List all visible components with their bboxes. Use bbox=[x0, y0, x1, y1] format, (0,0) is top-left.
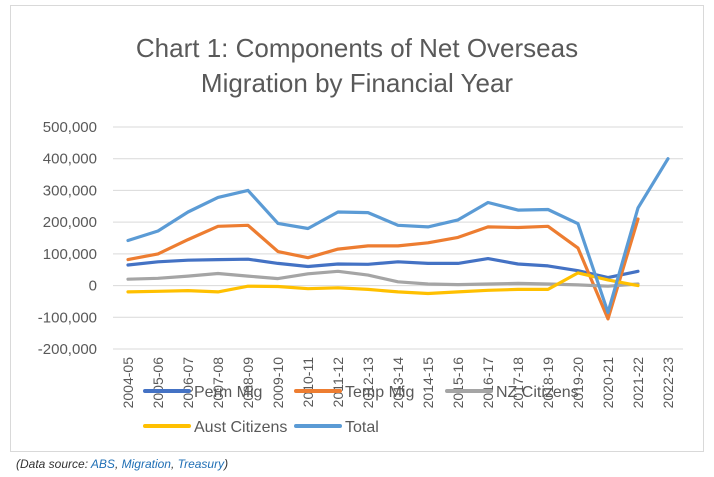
x-tick-label: 2004-05 bbox=[120, 357, 136, 409]
legend-label: Total bbox=[345, 419, 379, 436]
x-tick-label: 2018-19 bbox=[540, 357, 556, 409]
legend-label: NZ Citizens bbox=[496, 384, 579, 401]
chart-title-line: Migration by Financial Year bbox=[201, 68, 514, 98]
y-tick-label: 0 bbox=[89, 278, 97, 295]
legend-label: Perm Mig bbox=[194, 384, 262, 401]
y-tick-label: 200,000 bbox=[43, 214, 97, 231]
x-tick-label: 2019-20 bbox=[570, 357, 586, 409]
legend-label: Aust Citizens bbox=[194, 419, 287, 436]
x-tick-label: 2009-10 bbox=[270, 357, 286, 409]
x-tick-label: 2007-08 bbox=[210, 357, 226, 409]
series-line-temp-mig bbox=[126, 217, 640, 321]
x-tick-label: 2014-15 bbox=[420, 357, 436, 409]
x-tick-label: 2020-21 bbox=[600, 357, 616, 409]
x-tick-label: 2012-13 bbox=[360, 357, 376, 409]
x-tick-label: 2008-09 bbox=[240, 357, 256, 409]
legend-label: Temp Mig bbox=[345, 384, 414, 401]
source-note: (Data source: ABS, Migration, Treasury) bbox=[16, 457, 228, 471]
x-tick-label: 2006-07 bbox=[180, 357, 196, 409]
source-link-migration[interactable]: Migration bbox=[121, 457, 171, 471]
source-suffix: ) bbox=[224, 457, 229, 471]
x-tick-label: 2005-06 bbox=[150, 357, 166, 409]
y-tick-label: 400,000 bbox=[43, 151, 97, 168]
y-tick-label: -200,000 bbox=[38, 341, 97, 358]
x-tick-label: 2017-18 bbox=[510, 357, 526, 409]
source-separator: , bbox=[170, 457, 178, 471]
x-tick-label: 2021-22 bbox=[630, 357, 646, 409]
y-tick-label: -100,000 bbox=[38, 309, 97, 326]
x-tick-label: 2010-11 bbox=[300, 357, 316, 408]
series-line-total bbox=[126, 157, 670, 315]
series-line-nz-citizens bbox=[126, 269, 640, 288]
source-prefix: (Data source: bbox=[16, 457, 91, 471]
chart-title-line: Chart 1: Components of Net Overseas bbox=[136, 33, 578, 63]
x-tick-label: 2016-17 bbox=[480, 357, 496, 409]
y-tick-label: 300,000 bbox=[43, 182, 97, 199]
x-tick-label: 2015-16 bbox=[450, 357, 466, 409]
y-tick-label: 500,000 bbox=[43, 119, 97, 136]
chart-frame bbox=[10, 5, 704, 452]
source-link-treasury[interactable]: Treasury bbox=[177, 457, 225, 471]
x-tick-label: 2013-14 bbox=[390, 357, 406, 409]
series-line-aust-citizens bbox=[126, 271, 640, 296]
series-line-perm-mig bbox=[126, 257, 640, 280]
x-tick-label: 2022-23 bbox=[660, 357, 676, 409]
x-tick-label: 2011-12 bbox=[330, 357, 346, 408]
y-tick-label: 100,000 bbox=[43, 246, 97, 263]
source-link-abs[interactable]: ABS bbox=[90, 457, 115, 471]
source-separator: , bbox=[114, 457, 122, 471]
